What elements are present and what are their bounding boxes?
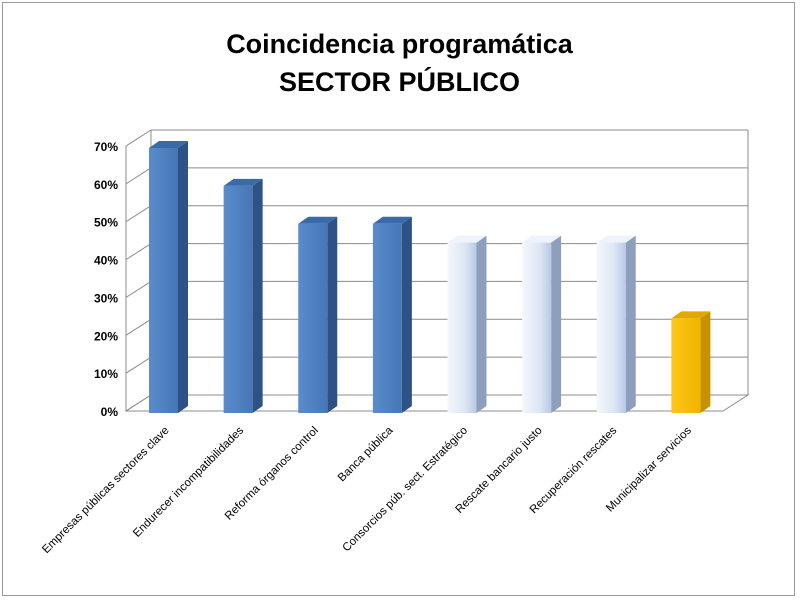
chart-floor [124,394,750,412]
bar [298,216,338,413]
bar-side [327,216,338,413]
bar-top [596,235,636,243]
gridline-side-7 [125,129,152,147]
y-tick-label: 0% [101,405,119,419]
category-label: Banca pública [336,424,396,484]
gridline-side-5 [125,205,152,223]
bar-side [252,178,263,413]
bar [596,235,636,413]
bar-side [551,235,562,413]
bar-front [223,185,253,413]
bar-top [447,235,487,243]
category-label: Municipalizar servicios [604,424,694,514]
bar [447,235,487,413]
category-label: Consorcios púb. sect. Estratégico [340,425,470,555]
gridline-side-6 [125,167,152,185]
chart-plot: 0% 10% 20% 30% 40% 50% 60% 70% Empresas pública… [40,129,750,556]
bar-side [625,235,636,413]
bar-front [671,318,701,413]
bar [522,235,562,413]
bar-top [671,311,711,319]
gridline-side-2 [125,318,152,336]
y-tick-label: 70% [94,140,118,154]
bar-front [447,242,477,413]
category-label: Recuperación rescates [528,424,620,516]
y-tick-label: 60% [94,178,118,192]
bar-front [298,223,328,413]
bar-top [149,141,188,148]
bar-front [372,223,402,413]
bar-side [476,235,487,413]
chart-title: Coincidencia programática SECTOR PÚBLICO [3,25,796,101]
chart-title-line-2: SECTOR PÚBLICO [278,67,521,97]
bar-top [223,178,263,186]
bar-side [700,311,711,413]
y-tick-label: 50% [94,216,118,230]
y-tick-label: 30% [94,291,118,305]
bar-side [178,141,188,413]
y-tick-label: 10% [94,367,118,381]
bar-side [401,216,412,413]
chart-title-line-1: Coincidencia programática [226,29,573,59]
y-tick-label: 20% [94,329,118,343]
gridline-side-4 [125,243,152,260]
bar-top [298,216,338,224]
bar-top [522,235,562,243]
category-label: Empresas públicas sectores clave [40,425,171,556]
y-tick-label: 40% [94,254,118,268]
bar [671,311,711,413]
gridline-side-3 [125,281,152,298]
bar-front [596,242,626,413]
gridline-side-1 [125,356,152,374]
bar-front [149,148,178,413]
category-label: Rescate bancario justo [454,425,545,516]
bar-front [522,242,552,413]
bar-top [372,216,412,224]
bar [149,141,188,413]
bar [372,216,412,413]
bar [223,178,263,413]
